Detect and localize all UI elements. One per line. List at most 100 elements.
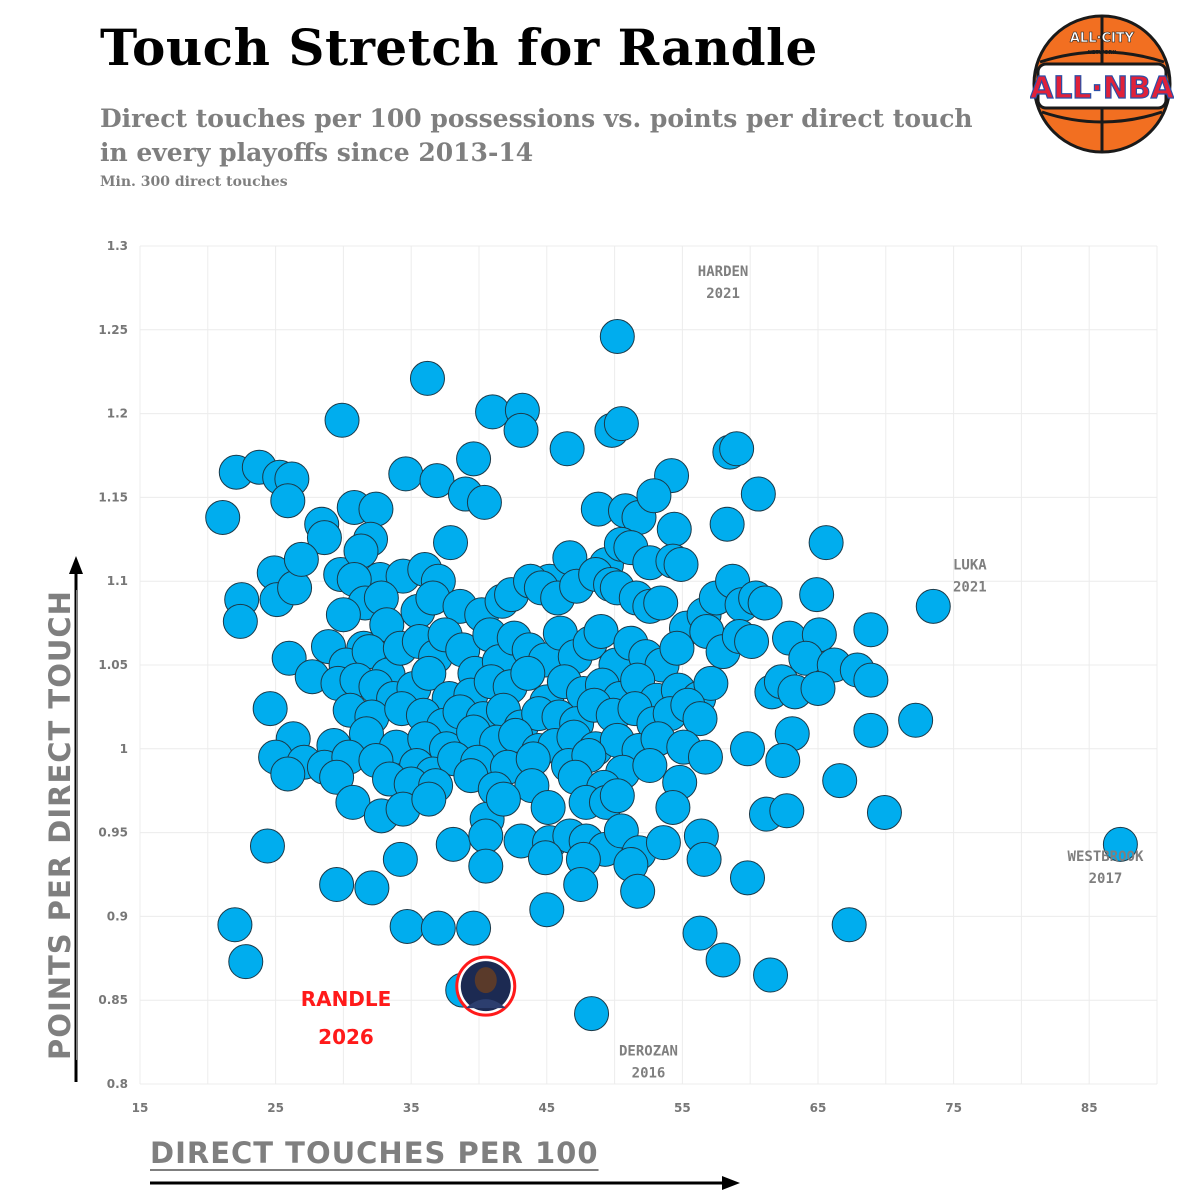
- data-point: [866, 794, 902, 830]
- data-point: [563, 867, 599, 903]
- data-point: [632, 748, 668, 784]
- data-point: [549, 431, 585, 467]
- data-point: [583, 613, 619, 649]
- x-tick-label: 35: [403, 1101, 420, 1115]
- data-point: [808, 525, 844, 561]
- data-point: [719, 431, 755, 467]
- data-point: [222, 603, 258, 639]
- data-point: [729, 860, 765, 896]
- player-annotation: 2021: [706, 286, 740, 302]
- data-point: [270, 756, 306, 792]
- data-point: [734, 624, 770, 660]
- player-annotation: WESTBROOK: [1068, 849, 1144, 865]
- chart-title: Touch Stretch for Randle: [100, 18, 818, 77]
- avatar-head: [474, 967, 497, 994]
- data-point: [456, 910, 492, 946]
- data-point: [485, 781, 521, 817]
- data-point: [663, 546, 699, 582]
- data-point: [687, 739, 723, 775]
- data-point: [389, 908, 425, 944]
- data-point: [769, 793, 805, 829]
- data-point: [503, 412, 539, 448]
- data-point: [435, 826, 471, 862]
- data-point: [319, 759, 355, 795]
- data-point: [853, 612, 889, 648]
- data-point: [271, 640, 307, 676]
- logo-top-text: ALL·CITY: [1070, 31, 1135, 46]
- data-point: [325, 597, 361, 633]
- data-point: [799, 577, 835, 613]
- y-tick-label: 1.1: [107, 574, 128, 588]
- data-point: [645, 825, 681, 861]
- data-point: [693, 665, 729, 701]
- data-point: [270, 483, 306, 519]
- data-point: [643, 585, 679, 621]
- chart-subtitle: Direct touches per 100 possessions vs. p…: [100, 104, 973, 167]
- x-axis-arrow-head: [722, 1176, 740, 1190]
- chart-note: Min. 300 direct touches: [100, 174, 288, 190]
- data-point: [1102, 826, 1138, 862]
- data-point: [800, 670, 836, 706]
- data-point: [456, 441, 492, 477]
- data-point: [319, 867, 355, 903]
- data-point: [510, 655, 546, 691]
- y-tick-label: 0.85: [98, 993, 128, 1007]
- data-point: [217, 907, 253, 943]
- randle-label-line2: 2026: [318, 1025, 374, 1049]
- y-tick-label: 1.2: [107, 407, 128, 421]
- y-tick-label: 0.8: [107, 1077, 128, 1091]
- data-point: [354, 870, 390, 906]
- data-point: [409, 360, 445, 396]
- x-tick-label: 65: [810, 1101, 827, 1115]
- y-axis-label-wrap: POINTS PER DIRECT TOUCH: [20, 560, 100, 1090]
- x-tick-label: 25: [267, 1101, 284, 1115]
- data-point: [228, 944, 264, 980]
- data-point: [283, 541, 319, 577]
- y-tick-label: 0.9: [107, 909, 128, 923]
- data-point: [433, 525, 469, 561]
- data-point: [468, 848, 504, 884]
- y-tick-label: 1.05: [98, 658, 128, 672]
- data-point: [529, 892, 565, 928]
- data-point: [335, 784, 371, 820]
- y-tick-label: 1: [120, 742, 128, 756]
- data-point: [475, 394, 511, 430]
- data-point: [915, 588, 951, 624]
- data-point: [599, 778, 635, 814]
- data-point: [705, 942, 741, 978]
- data-point: [636, 478, 672, 514]
- data-point: [466, 484, 502, 520]
- data-point: [822, 763, 858, 799]
- data-point: [655, 789, 691, 825]
- data-point: [599, 319, 635, 355]
- player-annotation: 2017: [1089, 871, 1123, 887]
- y-tick-label: 0.95: [98, 826, 128, 840]
- data-point: [411, 781, 447, 817]
- logo-main-text: ALL·NBA: [1030, 71, 1174, 106]
- data-point: [603, 406, 639, 442]
- data-point: [530, 789, 566, 825]
- data-point: [382, 841, 418, 877]
- data-point: [252, 691, 288, 727]
- data-point: [709, 506, 745, 542]
- data-point: [388, 456, 424, 492]
- data-point: [740, 476, 776, 512]
- x-axis-label: DIRECT TOUCHES PER 100: [150, 1136, 599, 1170]
- data-point: [682, 701, 718, 737]
- x-tick-label: 55: [674, 1101, 691, 1115]
- avatar-jersey: [465, 999, 506, 1009]
- data-point: [729, 731, 765, 767]
- x-tick-label: 15: [132, 1101, 149, 1115]
- data-point: [853, 662, 889, 698]
- y-tick-label: 1.3: [107, 239, 128, 253]
- y-axis-arrow-head: [69, 556, 83, 574]
- data-point: [574, 996, 610, 1032]
- randle-label-line1: RANDLE: [301, 987, 392, 1011]
- all-nba-logo: ALL·CITY NETWORK ALL·NBA: [1030, 14, 1174, 154]
- data-point: [205, 500, 241, 536]
- player-annotation: DEROZAN: [619, 1044, 678, 1060]
- player-annotation: LUKA: [953, 557, 987, 573]
- x-tick-label: 85: [1081, 1101, 1098, 1115]
- data-point: [358, 491, 394, 527]
